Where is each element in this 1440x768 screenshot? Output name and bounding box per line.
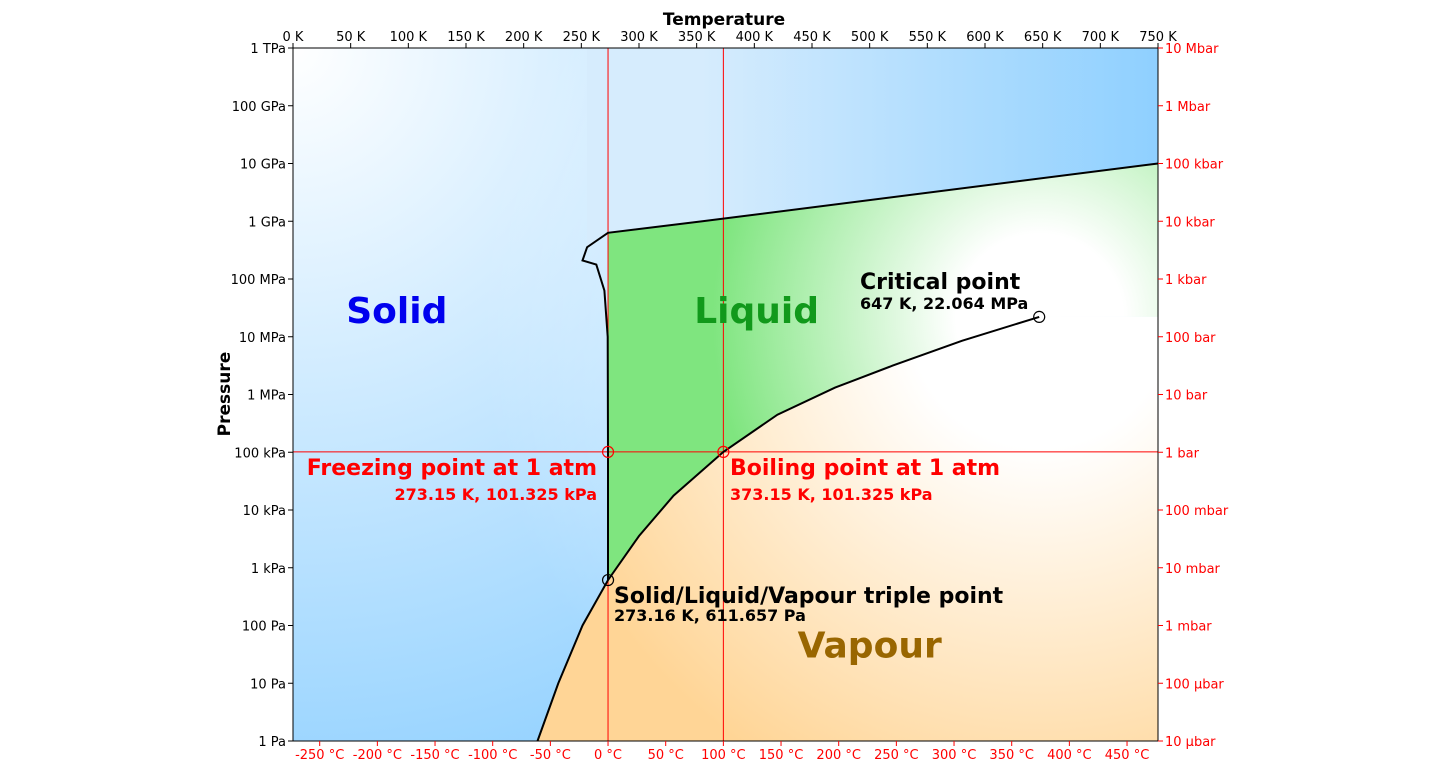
x-tick-label-kelvin: 150 K [447, 30, 485, 45]
boiling-point-value: 373.15 K, 101.325 kPa [730, 485, 933, 504]
x-tick-label-celsius: 300 °C [932, 748, 977, 763]
x-tick-label-celsius: 350 °C [989, 748, 1034, 763]
y-tick-label-pa: 1 Pa [258, 735, 286, 750]
x-tick-label-kelvin: 0 K [283, 30, 304, 45]
x-tick-label-celsius: 100 °C [701, 748, 746, 763]
y-tick-label-bar: 100 kbar [1165, 158, 1224, 173]
solid-region-high-pressure-fill [587, 48, 1158, 248]
axis-ticks: 0 K 50 K 100 K 150 K 200 K 250 K 300 K 350 K 400… [231, 30, 1229, 763]
boiling-point-title: Boiling point at 1 atm [730, 456, 1000, 481]
critical-point-title: Critical point [860, 270, 1021, 295]
x-tick-label-kelvin: 700 K [1082, 30, 1120, 45]
x-tick-label-celsius: 150 °C [759, 748, 804, 763]
y-tick-label-bar: 10 kbar [1165, 215, 1215, 230]
region-label-liquid: Liquid [694, 291, 819, 332]
y-tick-label-pa: 10 MPa [239, 331, 286, 346]
y-tick-label-pa: 1 MPa [247, 389, 286, 404]
y-tick-label-pa: 1 TPa [250, 42, 286, 57]
fusion-curve [581, 162, 1159, 581]
y-tick-label-bar: 10 mbar [1165, 562, 1221, 577]
x-tick-label-celsius: 450 °C [1105, 748, 1150, 763]
triple-point-value: 273.16 K, 611.657 Pa [614, 606, 806, 625]
y-tick-label-bar: 10 µbar [1165, 735, 1216, 750]
liquid-region-fill [608, 163, 1158, 581]
x-tick-label-kelvin: 350 K [678, 30, 716, 45]
y-tick-label-pa: 10 GPa [240, 158, 286, 173]
y-tick-label-bar: 100 µbar [1165, 677, 1224, 692]
y-tick-label-bar: 100 bar [1165, 331, 1216, 346]
x-tick-label-celsius: 200 °C [816, 748, 861, 763]
x-tick-label-kelvin: 550 K [909, 30, 947, 45]
y-tick-label-pa: 100 GPa [232, 100, 286, 115]
x-tick-label-kelvin: 50 K [336, 30, 366, 45]
y-tick-label-pa: 100 kPa [234, 446, 286, 461]
y-tick-label-bar: 10 bar [1165, 389, 1208, 404]
boiling-point-marker [717, 445, 730, 459]
critical-point-value: 647 K, 22.064 MPa [860, 294, 1028, 313]
x-tick-label-celsius: -50 °C [530, 748, 571, 763]
y-tick-label-bar: 1 Mbar [1165, 100, 1211, 115]
freezing-point-title: Freezing point at 1 atm [307, 456, 597, 481]
x-tick-label-kelvin: 400 K [736, 30, 774, 45]
x-axis-title: Temperature [663, 10, 785, 30]
x-tick-label-celsius: 250 °C [874, 748, 919, 763]
x-tick-label-celsius: -100 °C [468, 748, 517, 763]
x-tick-label-kelvin: 300 K [620, 30, 658, 45]
region-labels: Solid Liquid Vapour [346, 291, 942, 667]
x-tick-label-celsius: -200 °C [353, 748, 402, 763]
freezing-point-marker [601, 445, 615, 459]
y-tick-label-bar: 100 mbar [1165, 504, 1229, 519]
x-tick-label-kelvin: 100 K [390, 30, 428, 45]
region-label-solid: Solid [346, 291, 447, 332]
y-tick-label-pa: 100 MPa [231, 273, 286, 288]
x-tick-label-kelvin: 200 K [505, 30, 543, 45]
x-tick-label-kelvin: 750 K [1139, 30, 1177, 45]
triple-point-title: Solid/Liquid/Vapour triple point [614, 584, 1004, 609]
y-tick-label-pa: 100 Pa [242, 620, 286, 635]
y-tick-label-bar: 1 bar [1165, 446, 1200, 461]
x-tick-label-kelvin: 450 K [793, 30, 831, 45]
y-tick-label-pa: 1 kPa [251, 562, 286, 577]
critical-point-marker [1033, 310, 1046, 323]
x-tick-label-kelvin: 600 K [966, 30, 1004, 45]
x-tick-label-kelvin: 500 K [851, 30, 889, 45]
vaporization-curve [536, 315, 1040, 742]
x-tick-label-celsius: -250 °C [295, 748, 344, 763]
y-tick-label-bar: 1 kbar [1165, 273, 1207, 288]
y-tick-label-pa: 1 GPa [248, 215, 286, 230]
point-markers [601, 310, 1046, 587]
y-tick-label-bar: 1 mbar [1165, 620, 1212, 635]
region-fills [293, 48, 1158, 741]
y-tick-label-pa: 10 Pa [250, 677, 286, 692]
x-tick-label-kelvin: 250 K [563, 30, 601, 45]
x-tick-label-celsius: 50 °C [648, 748, 684, 763]
annotations: Critical point 647 K, 22.064 MPa Freezin… [307, 270, 1029, 625]
y-tick-label-pa: 10 kPa [243, 504, 286, 519]
x-tick-label-kelvin: 650 K [1024, 30, 1062, 45]
x-tick-label-celsius: 0 °C [594, 748, 622, 763]
x-tick-label-celsius: 400 °C [1047, 748, 1092, 763]
y-axis-title: Pressure [215, 352, 235, 437]
triple-point-marker [601, 573, 615, 587]
x-tick-label-celsius: -150 °C [410, 748, 459, 763]
vapour-region-fill [537, 316, 1158, 741]
freezing-point-value: 273.15 K, 101.325 kPa [394, 485, 597, 504]
y-tick-label-bar: 10 Mbar [1165, 42, 1219, 57]
region-label-vapour: Vapour [798, 626, 942, 667]
